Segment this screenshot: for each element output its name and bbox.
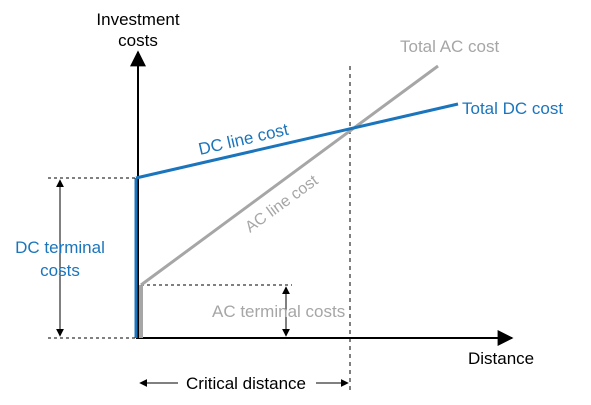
total-dc-label: Total DC cost [462, 99, 563, 118]
dc-terminal-label-line2: costs [40, 261, 80, 280]
x-axis-label: Distance [468, 349, 534, 368]
ac-cost-line [140, 64, 439, 287]
dc-terminal-label-line1: DC terminal [15, 238, 105, 257]
y-axis-label-line1: Investment [96, 10, 179, 29]
ac-terminal-label: AC terminal costs [212, 302, 345, 321]
dc-cost-line [135, 102, 459, 180]
y-axis-label-line2: costs [118, 31, 158, 50]
critical-distance-label-bg [178, 372, 316, 394]
total-ac-label: Total AC cost [400, 37, 499, 56]
critical-distance-label: Critical distance [186, 374, 306, 393]
